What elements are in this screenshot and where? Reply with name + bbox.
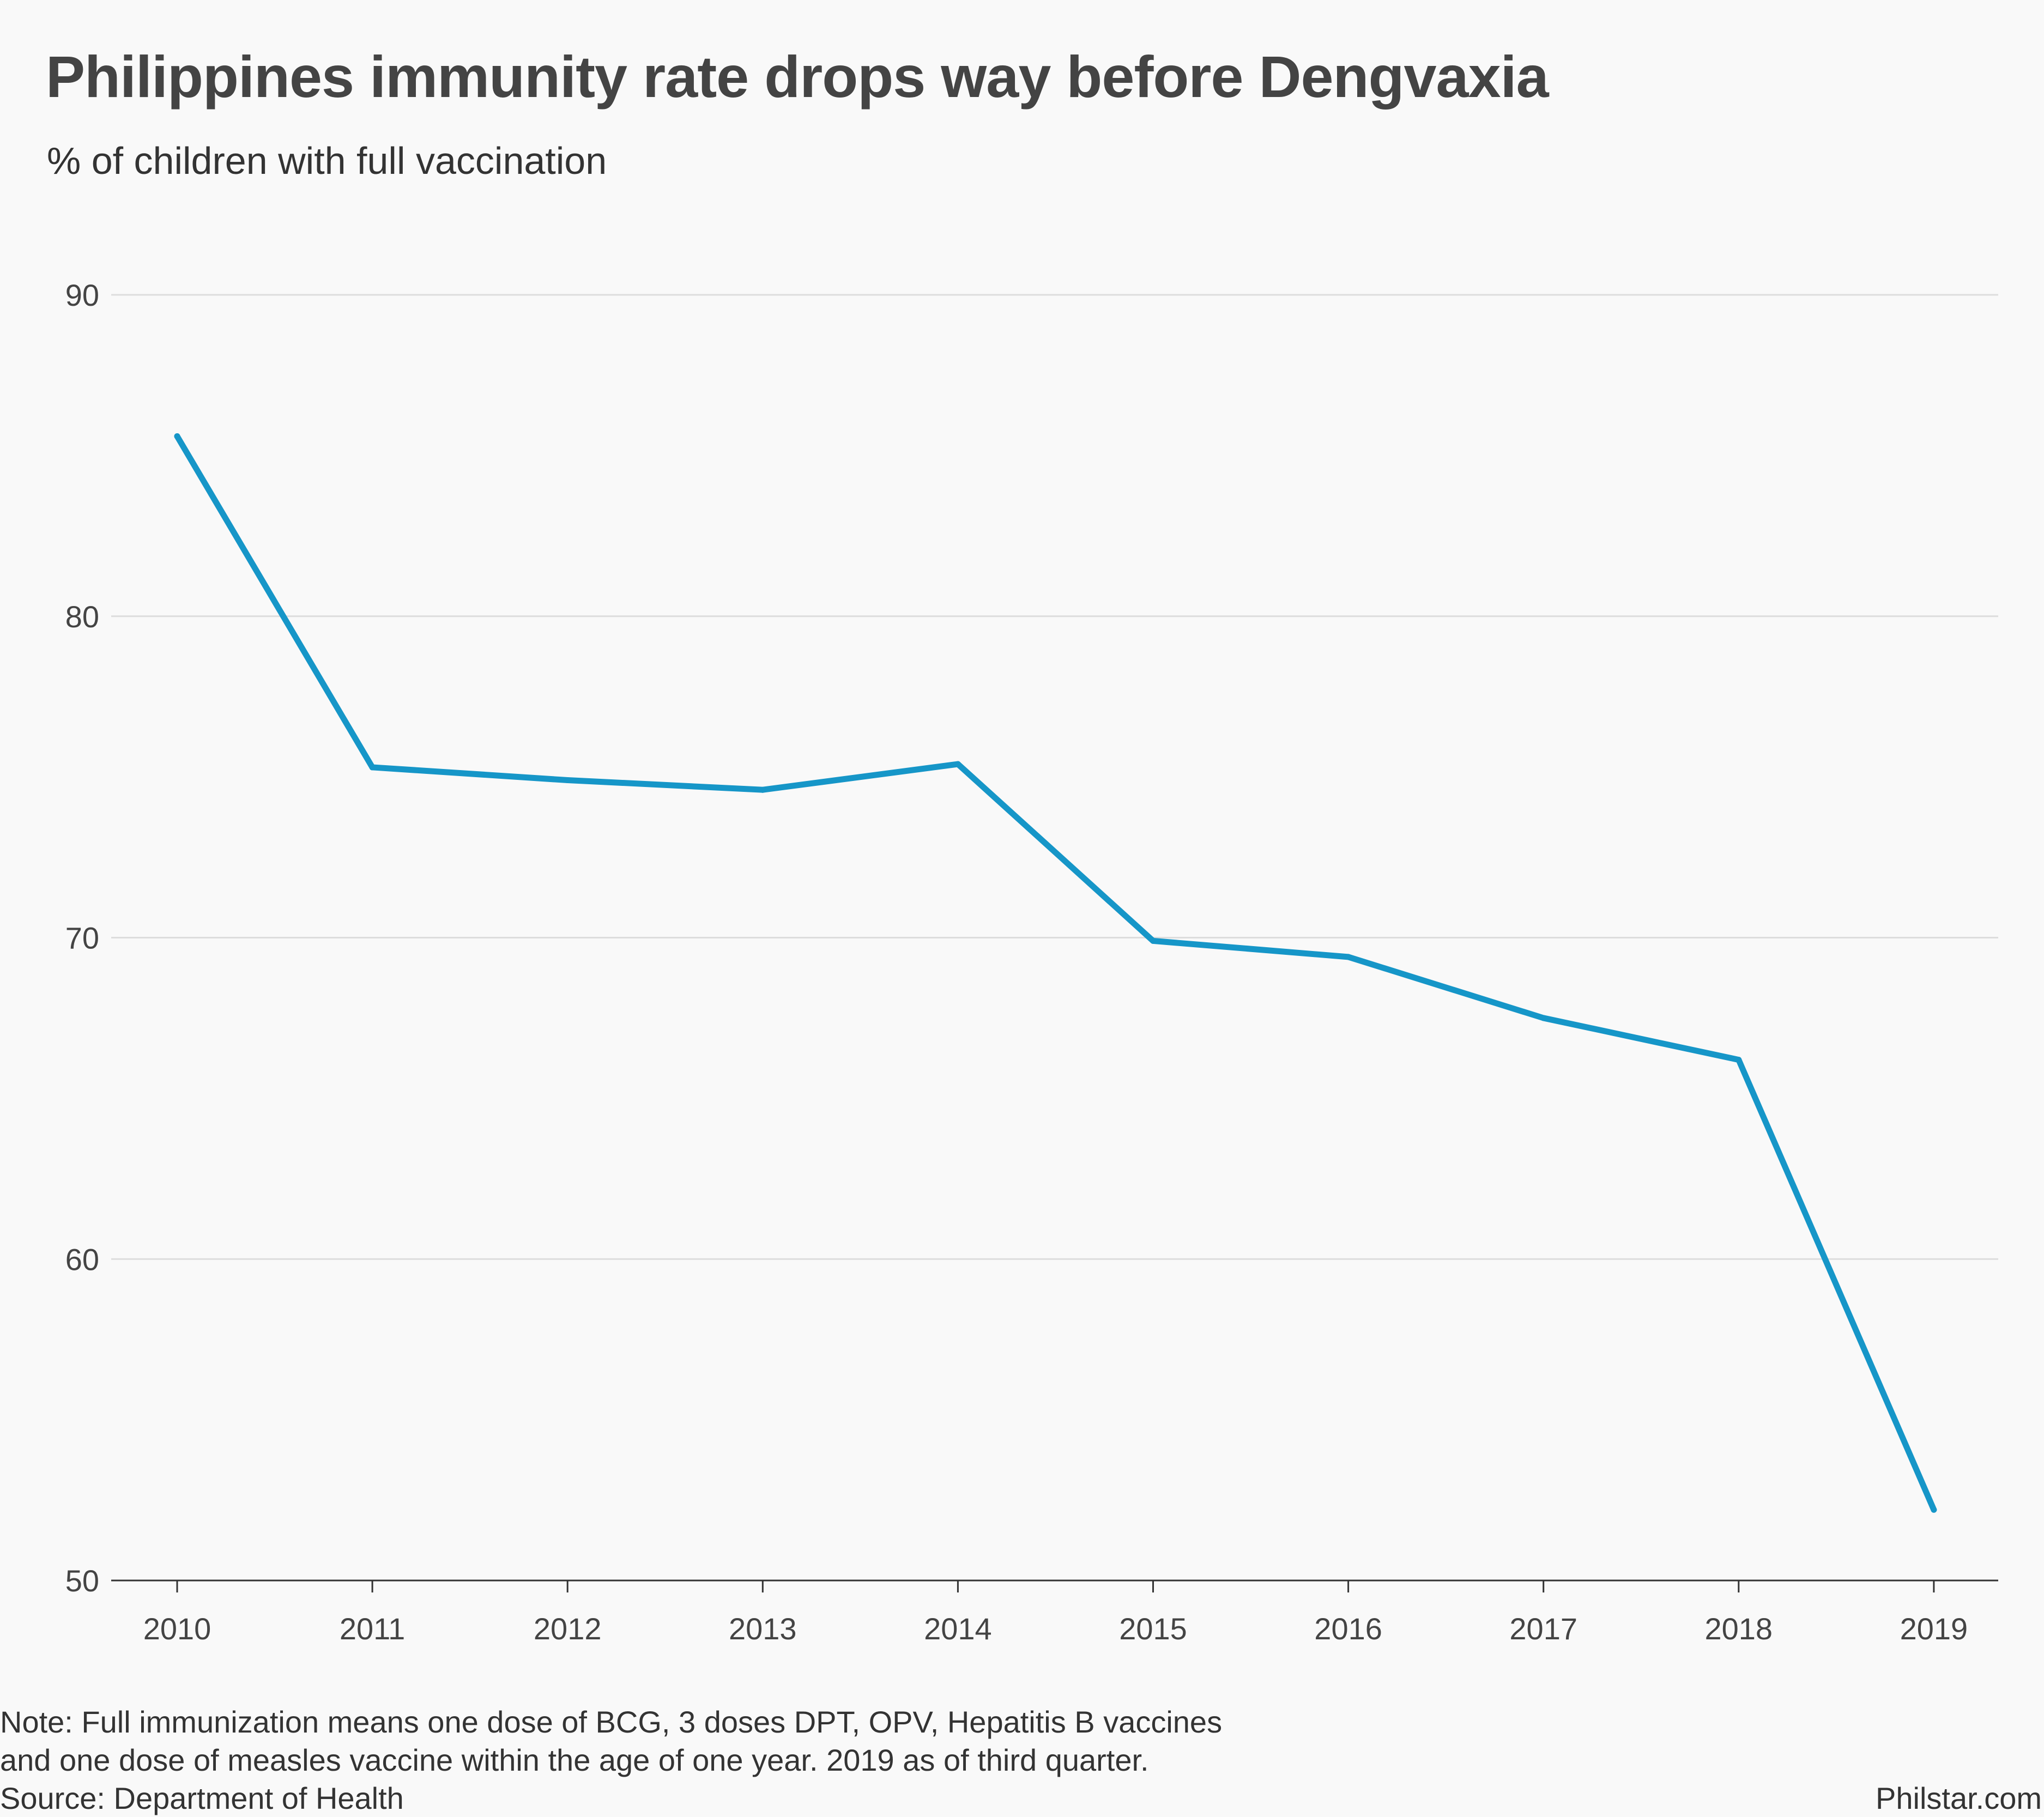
note-line-2: and one dose of measles vaccine within t… [0, 1743, 1149, 1777]
x-axis: 2010 2011 2012 2013 2014 2015 2016 2017 2018 2019 [111, 1579, 1998, 1646]
x-tick-label-2019: 2019 [1900, 1612, 1968, 1646]
data-point-2015 [1150, 937, 1156, 944]
y-axis: 50 60 70 80 90 [65, 278, 99, 1598]
source-line: Source: Department of Health [0, 1781, 404, 1815]
x-tick-label-2018: 2018 [1705, 1612, 1773, 1646]
x-tick-label-2012: 2012 [534, 1612, 602, 1646]
data-point-2011 [369, 764, 376, 771]
x-tick-label-2013: 2013 [729, 1612, 797, 1646]
y-tick-label-60: 60 [65, 1242, 99, 1276]
data-point-2017 [1540, 1015, 1547, 1021]
series-line-0 [174, 433, 1937, 1513]
x-tick-label-2016: 2016 [1314, 1612, 1382, 1646]
x-tick-label-2014: 2014 [924, 1612, 992, 1646]
footnote: Note: Full immunization means one dose o… [0, 1703, 1222, 1817]
series-layer [174, 433, 1937, 1513]
data-point-2013 [759, 786, 766, 793]
data-point-2014 [954, 761, 961, 767]
data-point-2010 [174, 433, 180, 439]
y-tick-label-50: 50 [65, 1564, 99, 1598]
y-tick-label-70: 70 [65, 921, 99, 955]
x-tick-label-2010: 2010 [143, 1612, 211, 1646]
y-tick-label-90: 90 [65, 278, 99, 312]
note-line-1: Note: Full immunization means one dose o… [0, 1705, 1223, 1739]
x-tick-label-2017: 2017 [1509, 1612, 1577, 1646]
data-point-2019 [1931, 1506, 1937, 1513]
data-point-2016 [1345, 954, 1352, 960]
publisher-credit: Philstar.com [1876, 1781, 2042, 1815]
y-tick-label-80: 80 [65, 599, 99, 634]
data-point-2018 [1735, 1057, 1742, 1063]
x-tick-label-2015: 2015 [1119, 1612, 1187, 1646]
data-point-2012 [564, 777, 571, 784]
chart-subtitle: % of children with full vaccination [47, 140, 607, 182]
x-tick-label-2011: 2011 [340, 1612, 405, 1646]
gridlines [111, 294, 1998, 1260]
chart-title: Philippines immunity rate drops way befo… [46, 44, 1549, 110]
